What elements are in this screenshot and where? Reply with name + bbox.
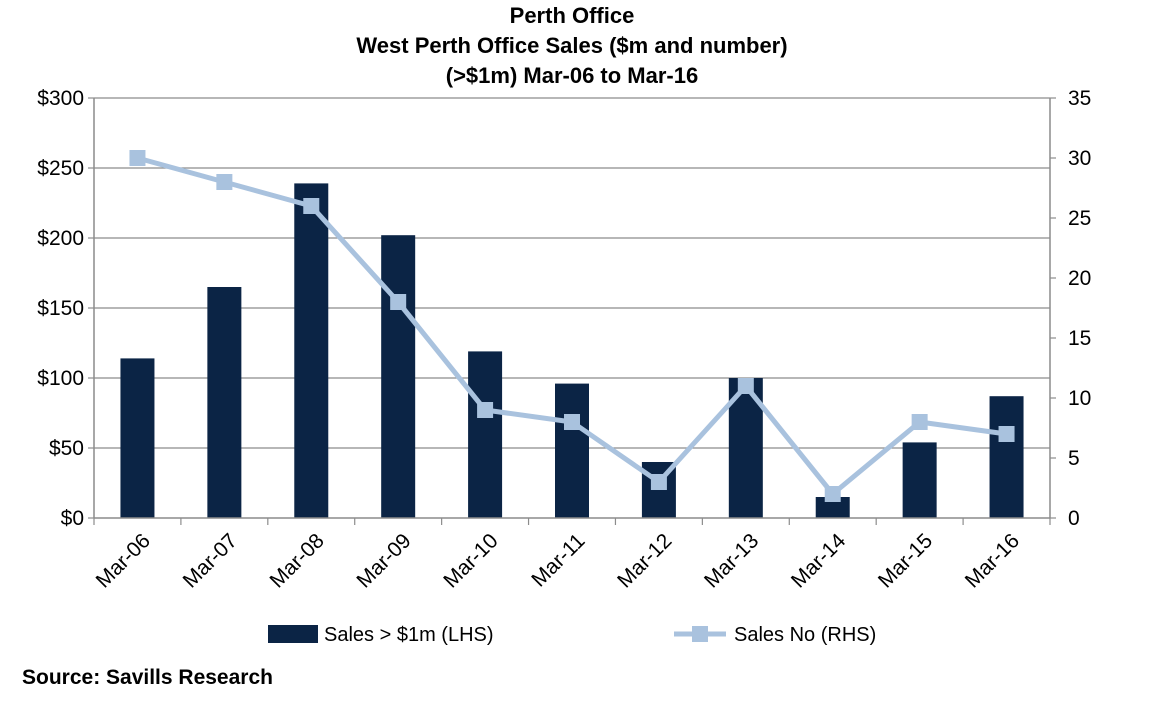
source-note: Source: Savills Research — [22, 666, 273, 689]
right-tick-label: 10 — [1068, 387, 1091, 410]
legend-bar-swatch — [268, 625, 318, 643]
bar-Mar-08 — [294, 183, 329, 518]
bar-Mar-10 — [468, 351, 503, 518]
title-line-3: (>$1m) Mar-06 to Mar-16 — [446, 63, 698, 88]
legend: Sales > $1m (LHS) Sales No (RHS) — [268, 624, 876, 646]
x-tick-label: Mar-16 — [961, 529, 1024, 592]
point-Mar-09 — [390, 294, 407, 310]
x-tick-label: Mar-06 — [92, 529, 155, 592]
right-tick-label: 35 — [1068, 87, 1091, 110]
left-tick-label: $50 — [49, 437, 84, 460]
left-tick-label: $100 — [37, 367, 84, 390]
right-tick-label: 20 — [1068, 267, 1091, 290]
legend-label-line: Sales No (RHS) — [734, 624, 876, 646]
x-tick-label: Mar-14 — [787, 529, 851, 593]
right-tick-label: 15 — [1068, 327, 1091, 350]
point-Mar-08 — [303, 198, 320, 214]
bar-series — [120, 183, 1024, 518]
point-Mar-13 — [737, 378, 754, 394]
left-tick-label: $300 — [37, 87, 84, 110]
point-Mar-11 — [564, 414, 580, 430]
x-tick-label: Mar-08 — [266, 529, 329, 592]
point-Mar-07 — [216, 174, 233, 190]
x-tick-label: Mar-07 — [179, 529, 242, 592]
chart-title: Perth Office West Perth Office Sales ($m … — [356, 3, 787, 88]
left-tick-label: $250 — [37, 157, 84, 180]
x-tick-label: Mar-11 — [527, 529, 589, 591]
right-tick-label: 30 — [1068, 147, 1091, 170]
point-Mar-12 — [650, 474, 667, 490]
point-Mar-06 — [129, 150, 146, 166]
x-tick-label: Mar-12 — [613, 529, 676, 592]
bar-Mar-15 — [902, 442, 937, 518]
left-tick-label: $0 — [61, 507, 84, 530]
bar-Mar-07 — [207, 287, 242, 518]
point-Mar-14 — [824, 486, 841, 502]
right-tick-label: 25 — [1068, 207, 1091, 230]
x-tick-label: Mar-09 — [352, 529, 415, 592]
title-line-2: West Perth Office Sales ($m and number) — [356, 33, 787, 58]
right-tick-label: 5 — [1068, 447, 1080, 470]
bar-Mar-06 — [120, 358, 155, 518]
legend-label-bars: Sales > $1m (LHS) — [324, 624, 494, 646]
bar-Mar-16 — [989, 396, 1024, 518]
axes — [88, 97, 1056, 525]
point-Mar-16 — [998, 426, 1015, 442]
line-series — [129, 150, 1015, 502]
bar-Mar-11 — [555, 383, 589, 518]
title-line-1: Perth Office — [510, 3, 635, 28]
x-tick-label: Mar-15 — [874, 529, 937, 592]
x-tick-label: Mar-10 — [439, 529, 502, 592]
x-tick-label: Mar-13 — [700, 529, 763, 592]
bar-Mar-14 — [815, 497, 850, 518]
right-tick-label: 0 — [1068, 507, 1080, 530]
point-Mar-15 — [911, 414, 928, 430]
left-tick-label: $150 — [37, 297, 84, 320]
left-tick-label: $200 — [37, 227, 84, 250]
bar-Mar-09 — [381, 235, 416, 518]
legend-line-marker — [692, 626, 708, 642]
point-Mar-10 — [477, 402, 494, 418]
